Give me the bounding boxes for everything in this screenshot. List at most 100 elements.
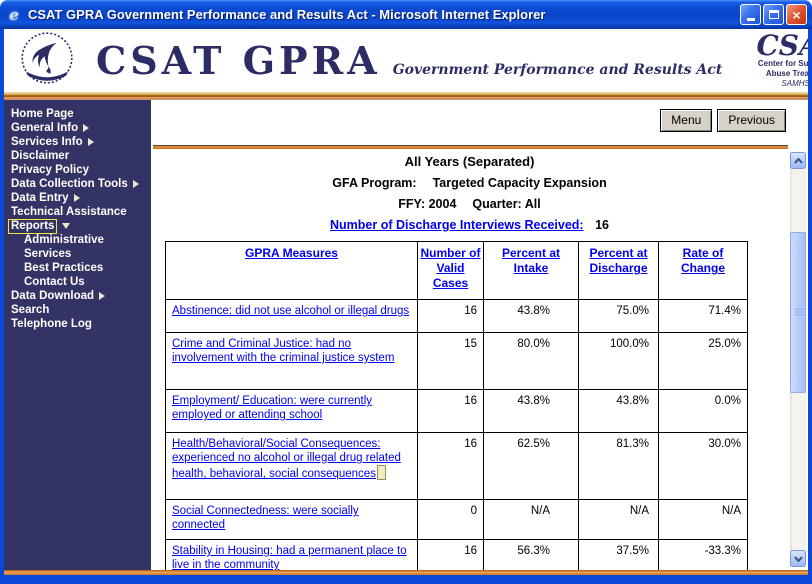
minimize-button[interactable] (740, 4, 761, 25)
report-title: All Years (Separated) (404, 154, 535, 169)
scrollbar-grip-icon (795, 308, 803, 317)
sidebar-item-disclaimer[interactable]: Disclaimer (11, 149, 70, 162)
valid-cases-value: 16 (417, 539, 484, 570)
measure-link-social-connectedness[interactable]: Social Connectedness: were socially conn… (172, 505, 359, 531)
ffy-quarter-line: FFY: 2004 Quarter: All (151, 197, 788, 211)
column-header-percent-discharge[interactable]: Percent at Discharge (589, 246, 648, 275)
table-row: Crime and Criminal Justice: had no invol… (165, 332, 748, 390)
toolbar: Menu Previous (151, 109, 786, 132)
percent-intake-value: 80.0% (483, 332, 579, 390)
measure-link-abstinence[interactable]: Abstinence: did not use alcohol or illeg… (172, 305, 410, 317)
sidebar-nav: Home Page General Info Services Info Dis… (4, 100, 151, 570)
text-cursor-artifact (376, 465, 386, 480)
previous-button[interactable]: Previous (717, 109, 786, 132)
valid-cases-value: 15 (417, 332, 484, 390)
valid-cases-value: 16 (417, 389, 484, 433)
submenu-arrow-icon (132, 180, 139, 188)
table-row: Stability in Housing: had a permanent pl… (165, 539, 748, 570)
close-button[interactable]: × (786, 4, 807, 25)
csat-logo-samhsa: SAMHSA (781, 78, 808, 88)
percent-discharge-value: 81.3% (578, 432, 659, 500)
app-subtitle: Government Performance and Results Act (392, 61, 723, 78)
valid-cases-value: 16 (417, 299, 484, 333)
percent-intake-value: 43.8% (483, 299, 579, 333)
scroll-down-icon (793, 555, 803, 562)
menu-button[interactable]: Menu (660, 109, 713, 132)
report-section: All Years (Separated) GFA Program: Targe… (151, 154, 788, 570)
percent-intake-value: 62.5% (483, 432, 579, 500)
hhs-logo (14, 30, 80, 91)
maximize-button[interactable] (763, 4, 784, 25)
scroll-down-button[interactable] (790, 550, 806, 567)
percent-intake-value: N/A (483, 499, 579, 540)
measure-link-health[interactable]: Health/Behavioral/Social Consequences: e… (172, 438, 401, 480)
percent-intake-value: 43.8% (483, 389, 579, 433)
table-header-row: GPRA Measures Number of Valid Cases Perc… (165, 241, 748, 300)
app-brand: CSAT GPRA Government Performance and Res… (96, 37, 723, 83)
sidebar-item-data-download[interactable]: Data Download (4, 289, 151, 303)
rate-of-change-value: N/A (658, 499, 748, 540)
percent-discharge-value: 75.0% (578, 299, 659, 333)
discharge-interviews-link[interactable]: Number of Discharge Interviews Received: (330, 218, 584, 232)
submenu-arrow-icon (87, 138, 94, 146)
discharge-interviews-line: Number of Discharge Interviews Received:… (151, 218, 788, 232)
table-row: Employment/ Education: were currently em… (165, 389, 748, 433)
sidebar-item-contact-us[interactable]: Contact Us (24, 275, 85, 288)
sidebar-item-technical-assistance[interactable]: Technical Assistance (11, 205, 127, 218)
percent-discharge-value: N/A (578, 499, 659, 540)
rate-of-change-value: 25.0% (658, 332, 748, 390)
sidebar-item-best-practices[interactable]: Best Practices (24, 261, 104, 274)
submenu-expanded-arrow-icon (62, 223, 71, 229)
column-header-percent-intake[interactable]: Percent at Intake (501, 246, 561, 275)
gfa-program-line: GFA Program: Targeted Capacity Expansion (151, 176, 788, 190)
rate-of-change-value: -33.3% (658, 539, 748, 570)
sidebar-item-telephone-log[interactable]: Telephone Log (11, 317, 92, 330)
sidebar-item-privacy-policy[interactable]: Privacy Policy (11, 163, 89, 176)
sidebar-item-administrative[interactable]: Administrative (24, 233, 104, 246)
percent-intake-value: 56.3% (483, 539, 579, 570)
scroll-up-button[interactable] (790, 152, 806, 169)
table-row: Abstinence: did not use alcohol or illeg… (165, 299, 748, 333)
measure-link-stability-in-housing[interactable]: Stability in Housing: had a permanent pl… (172, 545, 407, 570)
valid-cases-value: 0 (417, 499, 484, 540)
column-header-valid-cases[interactable]: Number of Valid Cases (420, 246, 481, 290)
content-divider (153, 145, 788, 149)
quarter-value: Quarter: All (472, 197, 541, 211)
measure-link-crime[interactable]: Crime and Criminal Justice: had no invol… (172, 338, 395, 364)
submenu-arrow-icon (83, 124, 90, 132)
percent-discharge-value: 43.8% (578, 389, 659, 433)
close-icon: × (792, 6, 801, 23)
minimize-icon (746, 17, 755, 21)
csat-logo-line2: Abuse Treatment (765, 69, 808, 78)
internet-explorer-icon: e (9, 5, 19, 24)
sidebar-item-services-info[interactable]: Services Info (4, 135, 151, 149)
sidebar-item-data-collection-tools[interactable]: Data Collection Tools (4, 177, 151, 191)
percent-discharge-value: 100.0% (578, 332, 659, 390)
column-header-gpra-measures[interactable]: GPRA Measures (245, 246, 338, 260)
submenu-arrow-icon (99, 292, 106, 300)
scroll-up-icon (793, 157, 803, 164)
vertical-scrollbar[interactable] (790, 152, 806, 567)
rate-of-change-value: 71.4% (658, 299, 748, 333)
sidebar-item-data-entry[interactable]: Data Entry (4, 191, 151, 205)
sidebar-item-search[interactable]: Search (11, 303, 50, 316)
app-header: CSAT GPRA Government Performance and Res… (4, 29, 808, 92)
title-bar: e CSAT GPRA Government Performance and R… (0, 0, 812, 29)
sidebar-item-services[interactable]: Services (24, 247, 72, 260)
column-header-rate-of-change[interactable]: Rate of Change (680, 246, 725, 275)
content-area: Menu Previous All Years (Separated) GFA … (151, 100, 808, 570)
sidebar-item-home-page[interactable]: Home Page (11, 107, 74, 120)
measure-link-employment[interactable]: Employment/ Education: were currently em… (172, 395, 373, 421)
app-title: CSAT GPRA (96, 37, 381, 83)
submenu-arrow-icon (73, 194, 80, 202)
csat-logo-line1: Center for Substance (757, 59, 808, 69)
header-divider-stripe (4, 92, 808, 100)
gpra-report-table: GPRA Measures Number of Valid Cases Perc… (165, 241, 748, 570)
discharge-interviews-count: 16 (595, 218, 609, 232)
sidebar-item-general-info[interactable]: General Info (4, 121, 151, 135)
rate-of-change-value: 0.0% (658, 389, 748, 433)
percent-discharge-value: 37.5% (578, 539, 659, 570)
scrollbar-thumb[interactable] (790, 232, 806, 393)
sidebar-item-reports[interactable]: Reports (4, 218, 151, 234)
